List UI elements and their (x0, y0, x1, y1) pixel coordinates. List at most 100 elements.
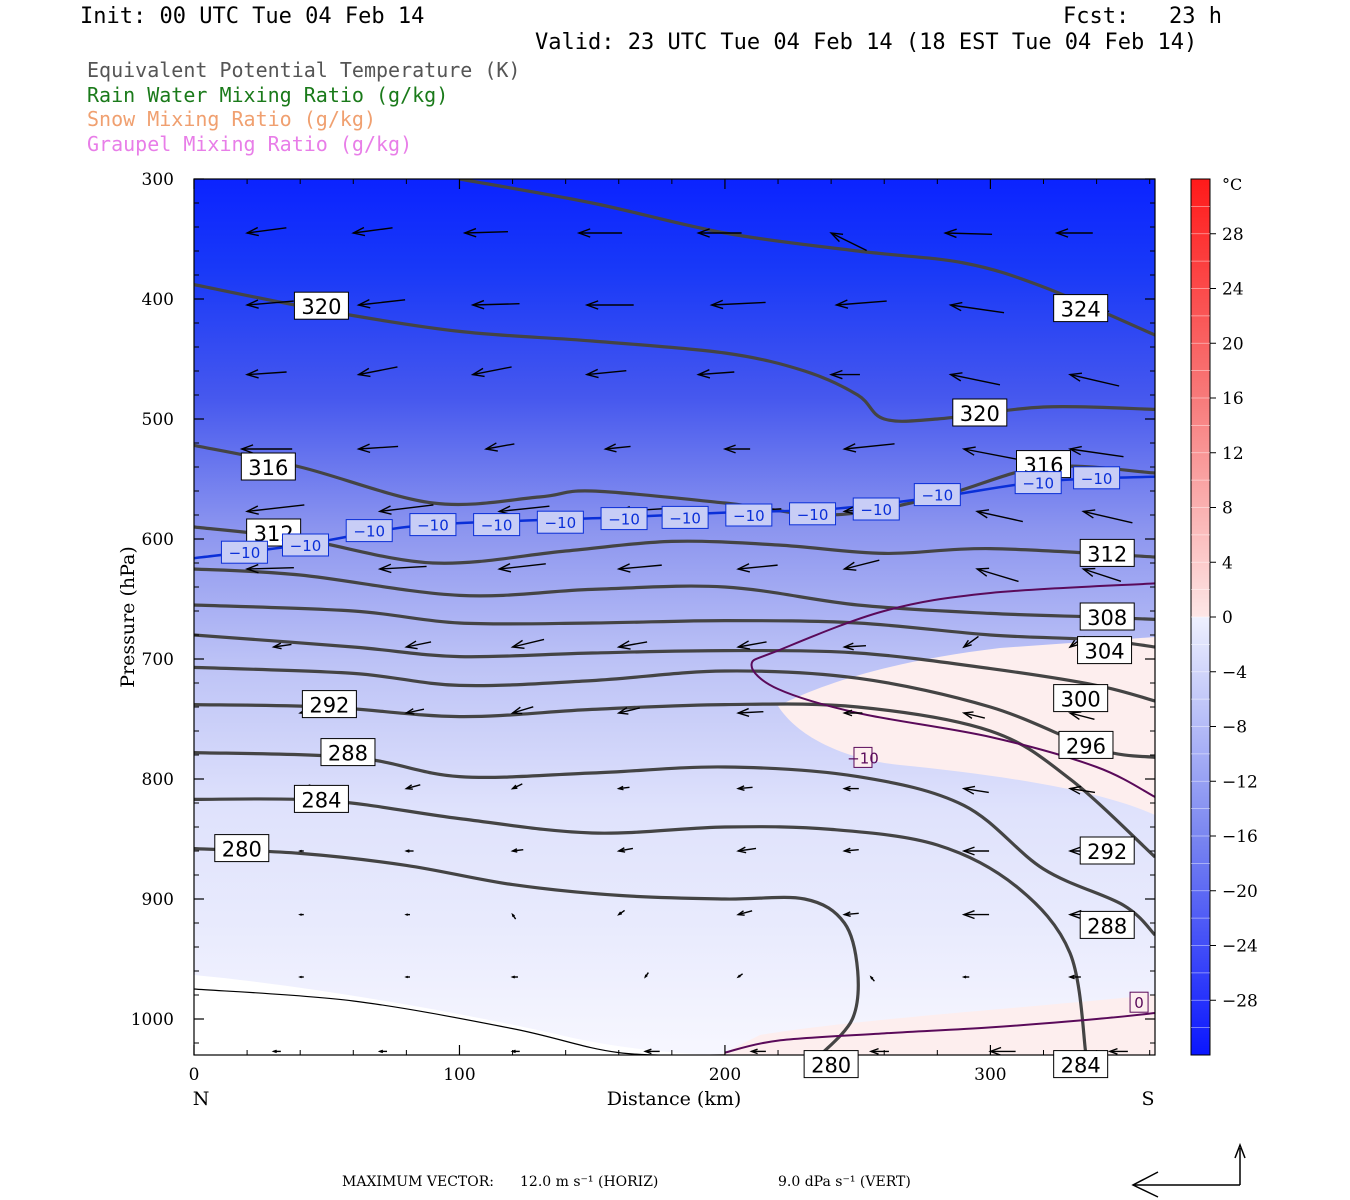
wind-vector-arrow (696, 228, 742, 238)
wind-vector-head (356, 299, 371, 309)
isotherm-minus10-label: −10 (473, 513, 521, 537)
near-surface-warm-fill (720, 995, 1155, 1055)
theta-e-contour-label: 300 (1053, 684, 1109, 713)
theta-e-label-text: 288 (328, 742, 368, 766)
wind-vector-head (404, 708, 415, 715)
wind-vector-arrow (356, 299, 406, 309)
x-end-label-south: S (1141, 1088, 1154, 1110)
isotherm-minus10-label: −10 (281, 533, 329, 557)
wind-vector-head (510, 784, 518, 790)
wind-vector-arrow (736, 707, 764, 718)
wind-vector-shaft (1069, 787, 1096, 794)
wind-vector-head (722, 444, 736, 454)
colorbar-tick-label: −12 (1222, 772, 1258, 792)
wind-vector-head (842, 505, 857, 515)
wind-vector-arrow (834, 299, 887, 309)
theta-e-label-box (1079, 910, 1135, 939)
wind-vector-head (616, 640, 631, 650)
colorbar-tick-label: 12 (1222, 444, 1244, 464)
wind-vector-shaft (499, 505, 550, 513)
isotherm-label-box (789, 502, 837, 526)
y-tick-label: 800 (142, 770, 174, 790)
wind-vector-arrow (510, 848, 524, 853)
wind-vector-head (298, 849, 302, 853)
theta-e-contour-line (194, 633, 1155, 703)
theta-e-contour-label: 324 (1053, 294, 1109, 323)
valid-time: Valid: 23 UTC Tue 04 Feb 14 (18 EST Tue … (535, 30, 1198, 55)
wind-vector-shaft (844, 645, 867, 648)
wind-vector-shaft (738, 641, 767, 648)
theta-e-contour-label: 308 (1079, 602, 1135, 631)
wind-vector-head (245, 505, 259, 515)
wind-vector-head (377, 563, 392, 574)
wind-vector-shaft (711, 301, 766, 306)
wind-vector-head (616, 785, 624, 791)
theta-e-label-text: 280 (811, 1054, 851, 1078)
y-tick-label: 500 (142, 410, 174, 430)
wind-vector-arrow (356, 443, 399, 454)
wind-vector-shaft (605, 445, 631, 450)
wind-vector-shaft (358, 299, 406, 306)
isotherm-minus10-label: −10 (220, 540, 268, 564)
wind-vector-head (869, 975, 874, 980)
theta-e-contour-line (194, 797, 1088, 1055)
wind-vector-head (510, 639, 525, 650)
wind-vector-shaft (379, 504, 434, 513)
isotherm-label-box (853, 746, 873, 768)
wind-vector-arrow (1068, 974, 1081, 980)
wind-vector-arrow (404, 640, 432, 650)
theta-e-label-box (1079, 538, 1135, 567)
wind-vector-head (1081, 509, 1096, 519)
wind-vector-arrow (404, 784, 421, 790)
isotherm-label-text: −10 (1022, 475, 1054, 493)
isotherm-label-box (281, 533, 329, 557)
wind-vector-arrow (842, 642, 867, 651)
x-end-label-north: N (193, 1088, 210, 1110)
wind-vector-arrow (584, 300, 634, 310)
wind-vector-head (643, 1048, 652, 1055)
colorbar-tick-label: 8 (1222, 499, 1233, 519)
isotherm-label-box (852, 497, 900, 521)
init-time: Init: 00 UTC Tue 04 Feb 14 (80, 4, 425, 29)
wind-vector-arrow (961, 711, 986, 719)
isotherm-label-text: −10 (733, 507, 765, 525)
wind-vector-arrow (404, 849, 414, 853)
wind-vector-shaft (836, 300, 887, 306)
wind-vector-shaft (247, 567, 294, 570)
wind-vector-arrow (736, 910, 753, 916)
wind-vector-arrow (868, 1047, 889, 1055)
wind-vector-arrow (377, 504, 434, 515)
wind-vector-arrow (239, 444, 293, 454)
y-tick-label: 900 (142, 890, 174, 910)
isotherm-label-box (600, 507, 648, 531)
wind-vector-head (943, 228, 957, 239)
wind-vector-arrow (842, 443, 895, 453)
wind-vector-arrow (510, 706, 534, 715)
wind-vector-head (868, 1047, 879, 1055)
wind-vector-shaft (976, 510, 1023, 523)
colorbar-tick-label: 20 (1222, 334, 1244, 354)
wind-vector-arrow (962, 635, 979, 649)
wind-vector-shaft (844, 849, 859, 852)
wind-vector-head (377, 505, 392, 515)
wind-vector-head (1068, 846, 1081, 856)
isotherm-minus10-label: −10 (852, 497, 900, 521)
wind-vector-head (617, 911, 623, 916)
theta-e-contour-line (194, 603, 1155, 649)
isotherm-label-box (536, 510, 584, 534)
wind-vector-arrow (404, 708, 425, 715)
wind-vector-head (736, 785, 745, 791)
wind-vector-head (616, 563, 631, 573)
wind-vector-head (736, 563, 751, 573)
wind-vector-shaft (738, 910, 753, 916)
isotherm-label-box (1129, 991, 1149, 1013)
wind-vector-arrow (511, 912, 517, 920)
field-label-graupel: Graupel Mixing Ratio (g/kg) (87, 132, 413, 156)
wind-vector-head (975, 567, 990, 577)
wind-vector-arrow (377, 563, 427, 574)
wind-vector-head (842, 847, 851, 854)
colorbar-tick-label: 0 (1222, 608, 1233, 628)
wind-vector-shaft (963, 448, 1018, 460)
wind-vector-arrow (975, 509, 1023, 523)
wind-vector-shaft (844, 443, 895, 450)
